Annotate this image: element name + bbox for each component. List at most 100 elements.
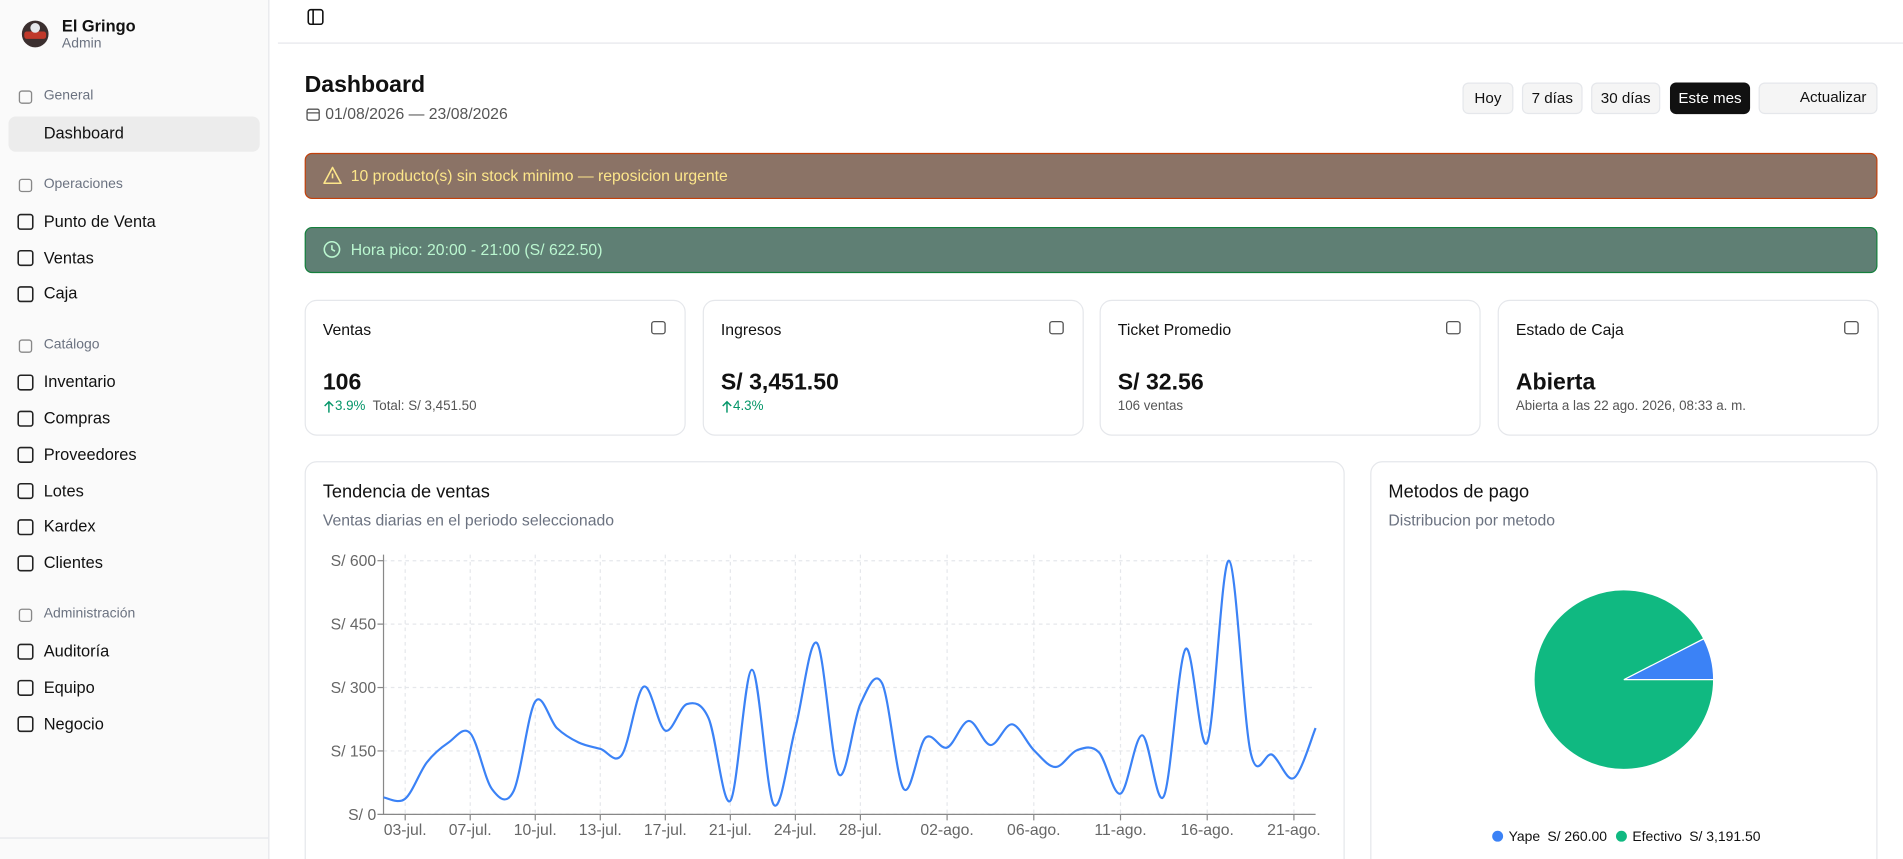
nav-item[interactable]: Lotes — [43, 481, 84, 500]
y-tick-label: S/ 300 — [331, 680, 377, 697]
item-icon — [17, 555, 34, 572]
nav-item[interactable]: Clientes — [43, 553, 103, 572]
refresh-button[interactable] — [1758, 82, 1878, 115]
trend-subtitle: Ventas diarias en el periodo seleccionad… — [322, 510, 615, 530]
up-arrow — [324, 400, 334, 413]
nav-item[interactable]: Negocio — [43, 714, 104, 733]
y-tick-label: S/ 0 — [348, 807, 376, 824]
y-tick-label: S/ 150 — [331, 743, 377, 760]
x-tick-label: 02-ago. — [920, 822, 973, 839]
legend-name: Yape — [1509, 828, 1541, 844]
filter-button[interactable]: Este mes — [1669, 82, 1751, 115]
section-icon — [18, 178, 33, 193]
nav-item[interactable]: Ventas — [43, 248, 94, 267]
payments-subtitle: Distribucion por metodo — [1388, 510, 1556, 530]
kpi-icon — [1049, 320, 1064, 335]
item-icon — [17, 519, 34, 536]
stock-alert-text: 10 producto(s) sin stock minimo — reposi… — [350, 166, 728, 185]
sales-line — [383, 559, 1317, 807]
y-tick-label: S/ 450 — [331, 617, 377, 634]
kpi-value: S/ 32.56 — [1117, 370, 1204, 396]
item-icon — [17, 482, 34, 500]
item-icon — [17, 374, 34, 391]
stock-alert — [304, 152, 1878, 200]
legend-dot — [1492, 830, 1504, 842]
trend-title: Tendencia de ventas — [322, 481, 490, 503]
peak-alert — [304, 226, 1878, 274]
warning-icon — [323, 166, 342, 185]
kpi-icon — [1446, 320, 1461, 335]
trend-card — [304, 461, 1345, 859]
kpi-card — [1497, 299, 1879, 436]
x-tick-label: 10-jul. — [514, 822, 557, 839]
kpi-value: S/ 3,451.50 — [720, 370, 839, 396]
nav-item[interactable]: Equipo — [43, 678, 95, 697]
refresh-label: Actualizar — [1799, 88, 1867, 106]
kpi-icon — [651, 320, 666, 335]
kpi-note: Total: S/ 3,451.50 — [372, 399, 477, 414]
kpi-note: Abierta a las 22 ago. 2026, 08:33 a. m. — [1515, 399, 1746, 414]
x-tick-label: 13-jul. — [579, 822, 622, 839]
legend-label: Efectivo S/ 3,191.50 — [1632, 828, 1760, 844]
nav-item[interactable]: Proveedores — [43, 445, 137, 464]
legend-dot — [1615, 830, 1627, 842]
kpi-label: Estado de Caja — [1515, 320, 1624, 339]
kpi-card — [1099, 299, 1481, 436]
x-tick-label: 21-jul. — [709, 822, 752, 839]
kpi-change: 4.3% — [733, 399, 764, 414]
nav-item[interactable]: Punto de Venta — [43, 212, 156, 231]
x-tick-label: 21-ago. — [1267, 822, 1320, 839]
section-title: Catálogo — [43, 337, 100, 353]
section-title: Operaciones — [43, 176, 123, 192]
item-icon — [17, 286, 34, 303]
x-tick-label: 17-jul. — [644, 822, 687, 839]
nav-item[interactable]: Kardex — [43, 517, 96, 536]
brand-role: Admin — [61, 36, 102, 51]
item-icon — [17, 715, 34, 733]
section-icon — [18, 90, 33, 104]
kpi-label: Ventas — [322, 320, 372, 339]
nav-item[interactable]: Caja — [43, 284, 78, 303]
kpi-card — [304, 299, 686, 436]
up-arrow — [722, 400, 732, 413]
topbar-divider — [277, 42, 1903, 44]
kpi-card — [702, 299, 1084, 436]
pie-slice — [1533, 589, 1715, 771]
nav-item[interactable]: Dashboard — [43, 123, 124, 142]
legend-value: S/ 260.00 — [1547, 828, 1607, 844]
section-icon — [18, 608, 33, 623]
kpi-change: 3.9% — [334, 399, 366, 414]
item-icon — [17, 213, 34, 230]
x-tick-label: 28-jul. — [839, 822, 882, 839]
kpi-value: Abierta — [1515, 370, 1596, 396]
section-title: Administración — [43, 606, 136, 622]
section-icon — [18, 339, 33, 353]
x-tick-label: 06-ago. — [1007, 822, 1060, 839]
kpi-value: 106 — [322, 370, 362, 396]
nav-item[interactable]: Inventario — [43, 372, 116, 392]
filter-button[interactable]: 30 días — [1591, 82, 1661, 115]
kpi-icon — [1844, 320, 1859, 335]
item-icon — [17, 679, 34, 696]
date-range: 01/08/2026 — 23/08/2026 — [325, 104, 508, 123]
x-tick-label: 11-ago. — [1094, 822, 1146, 839]
active-item-bg — [8, 116, 260, 152]
legend-value: S/ 3,191.50 — [1689, 828, 1761, 844]
payments-title: Metodos de pago — [1388, 481, 1530, 503]
item-icon — [17, 446, 34, 463]
legend-label: Yape S/ 260.00 — [1509, 828, 1608, 844]
nav-item[interactable]: Compras — [43, 409, 111, 428]
filter-button[interactable]: 7 días — [1521, 82, 1583, 115]
nav-item[interactable]: Auditoría — [43, 642, 110, 661]
clock-icon — [323, 240, 341, 258]
legend-name: Efectivo — [1632, 828, 1682, 844]
peak-alert-text: Hora pico: 20:00 - 21:00 (S/ 622.50) — [350, 240, 603, 259]
calendar-icon — [306, 108, 320, 121]
filter-button[interactable]: Hoy — [1462, 82, 1514, 115]
kpi-label: Ticket Promedio — [1117, 320, 1232, 339]
sidebar-toggle[interactable] — [307, 8, 324, 26]
sidebar-footer-divider — [0, 837, 269, 839]
